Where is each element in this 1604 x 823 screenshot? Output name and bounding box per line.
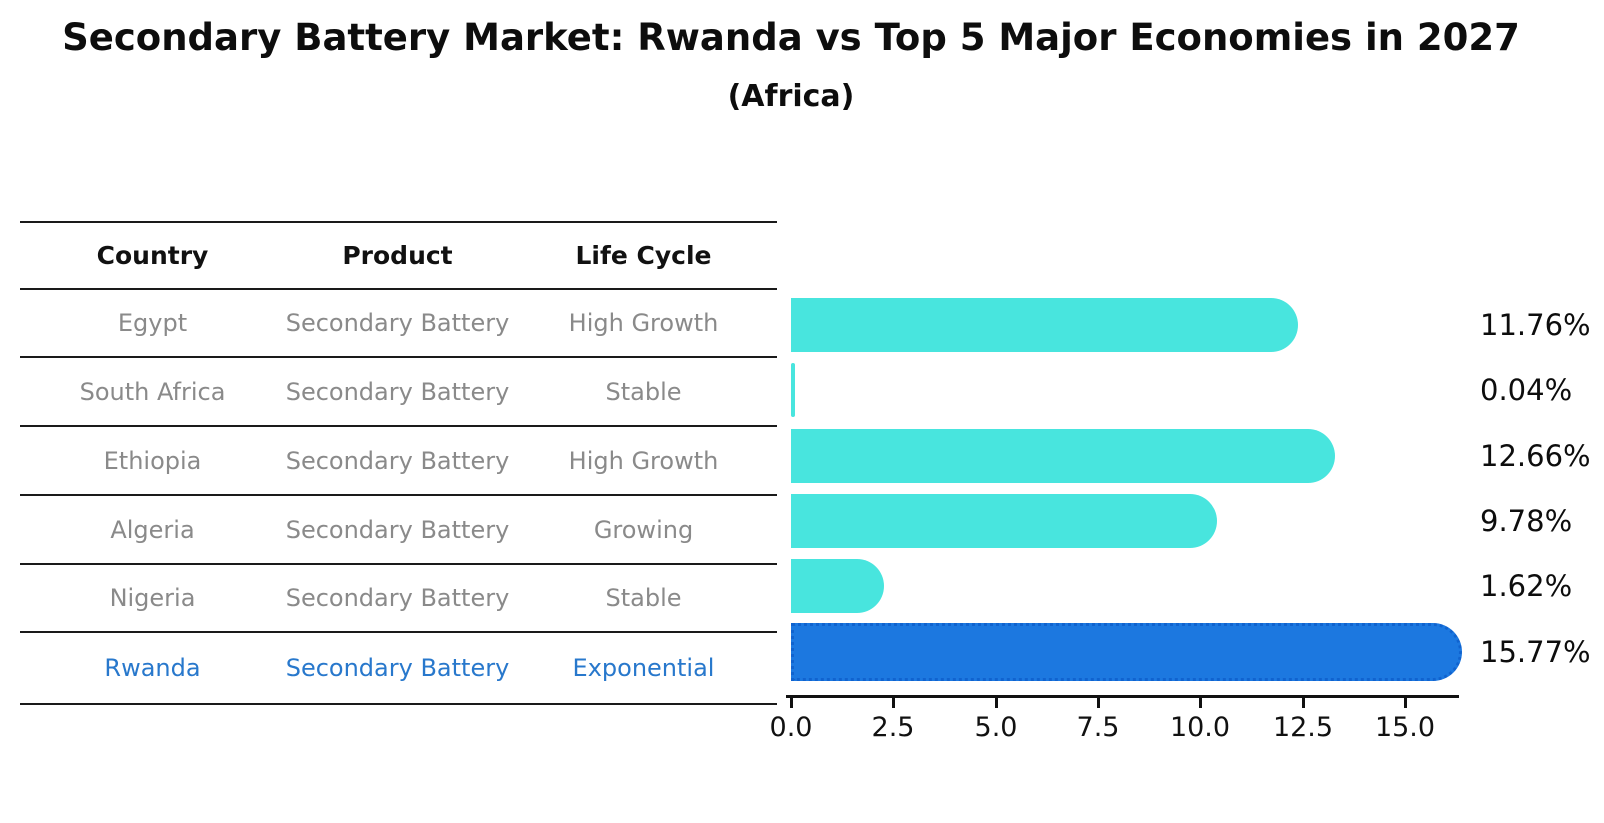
bar-algeria	[791, 494, 1217, 548]
cell-country: Egypt	[117, 309, 188, 337]
cell-product: Secondary Battery	[285, 309, 510, 337]
x-tick-mark	[1404, 695, 1407, 708]
cell-life-cycle: Growing	[593, 515, 694, 544]
cell-country: South Africa	[79, 377, 226, 406]
table-row-algeria: Algeria Secondary Battery Growing	[20, 494, 777, 563]
header-life-cycle: Life Cycle	[575, 241, 712, 270]
x-tick-mark	[892, 695, 895, 708]
x-tick-mark	[1302, 695, 1305, 708]
cell-life-cycle: Stable	[605, 377, 682, 406]
x-tick-mark	[995, 695, 998, 708]
header-country: Country	[96, 241, 209, 270]
value-label-nigeria: 1.62%	[1480, 569, 1573, 603]
x-tick-label: 2.5	[871, 712, 915, 743]
x-tick-label: 5.0	[974, 712, 1018, 743]
value-label-egypt: 11.76%	[1480, 308, 1591, 342]
cell-product: Secondary Battery	[285, 446, 510, 475]
x-tick-label: 15.0	[1374, 712, 1436, 743]
cell-life-cycle: Stable	[605, 584, 682, 612]
bar-nigeria	[791, 559, 884, 613]
table-row-ethiopia: Ethiopia Secondary Battery High Growth	[20, 425, 777, 494]
value-label-south-africa: 0.04%	[1480, 373, 1573, 407]
x-tick-mark	[790, 695, 793, 708]
x-tick-label: 7.5	[1076, 712, 1120, 743]
cell-product: Secondary Battery	[285, 654, 510, 682]
x-tick-label: 10.0	[1169, 712, 1231, 743]
country-table: Country Product Life Cycle Egypt Secondar…	[20, 221, 777, 705]
x-tick-mark	[1097, 695, 1100, 708]
bar-rwanda	[791, 623, 1462, 681]
table-row-south-africa: South Africa Secondary Battery Stable	[20, 356, 777, 425]
value-label-ethiopia: 12.66%	[1480, 439, 1591, 473]
chart-title: Secondary Battery Market: Rwanda vs Top …	[62, 16, 1520, 59]
cell-country: Rwanda	[104, 654, 201, 682]
bar-south-africa	[791, 363, 795, 417]
x-tick-mark	[1199, 695, 1202, 708]
cell-country: Algeria	[110, 515, 195, 544]
cell-country: Nigeria	[109, 584, 196, 612]
table-row-egypt: Egypt Secondary Battery High Growth	[20, 288, 777, 356]
cell-life-cycle: Exponential	[572, 654, 715, 682]
chart-subtitle: (Africa)	[727, 79, 855, 114]
table-row-rwanda: Rwanda Secondary Battery Exponential	[20, 631, 777, 703]
x-tick-label: 0.0	[769, 712, 813, 743]
bar-egypt	[791, 298, 1298, 352]
cell-product: Secondary Battery	[285, 584, 510, 612]
cell-country: Ethiopia	[103, 446, 202, 475]
value-label-algeria: 9.78%	[1480, 504, 1573, 538]
cell-life-cycle: High Growth	[568, 309, 719, 337]
bar-ethiopia	[791, 429, 1335, 483]
table-header-row: Country Product Life Cycle	[20, 221, 777, 288]
cell-life-cycle: High Growth	[568, 446, 719, 475]
x-axis-line	[786, 695, 1459, 698]
table-row-nigeria: Nigeria Secondary Battery Stable	[20, 563, 777, 631]
header-product: Product	[342, 241, 453, 270]
cell-product: Secondary Battery	[285, 515, 510, 544]
value-label-rwanda: 15.77%	[1480, 635, 1591, 669]
x-tick-label: 12.5	[1272, 712, 1334, 743]
cell-product: Secondary Battery	[285, 377, 510, 406]
